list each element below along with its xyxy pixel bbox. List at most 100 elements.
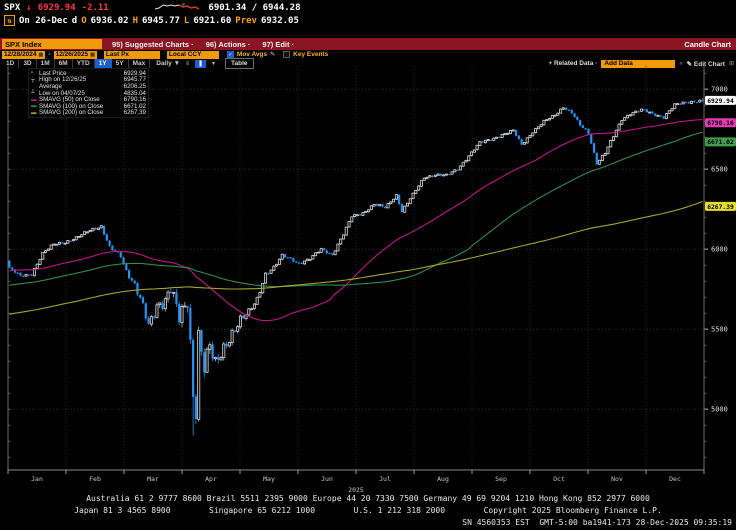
session-freq: d: [71, 15, 78, 26]
chart-area[interactable]: ▫ Last Price 6929.94 ┬ High on 12/26/25 6945.…: [0, 66, 736, 506]
legend-row-1: ┬ High on 12/26/25 6945.77: [31, 76, 146, 84]
grid-icon[interactable]: ⊞: [728, 61, 734, 67]
svg-text:5000: 5000: [711, 406, 728, 414]
period-tab-bar: 1D 3D 1M 6M YTD 1Y 5Y Max Daily ▼ ≡ ❚ ▾ Table +…: [0, 58, 736, 69]
legend-marker: ┬: [31, 76, 35, 83]
legend-value: 6267.39: [123, 109, 146, 117]
mov-avgs-checkbox[interactable]: ✓: [226, 51, 234, 58]
smavg-200-line: [9, 200, 703, 315]
legend-value: 6671.02: [123, 102, 146, 110]
date-to-input[interactable]: 12/26/2025 ▦: [53, 50, 97, 59]
legend-label: Average: [39, 82, 62, 90]
menu-item-2[interactable]: 97) Edit ·: [262, 39, 295, 49]
svg-text:Nov: Nov: [611, 475, 623, 483]
footer-contacts-1: Australia 61 2 9777 8600 Brazil 5511 239…: [86, 494, 650, 503]
edit-chart-button[interactable]: ✎ Edit Chart: [686, 60, 725, 68]
high-value: 6945.77: [141, 15, 180, 26]
ticker: SPX: [4, 3, 21, 13]
market-status-icon: ⇅: [4, 15, 15, 26]
legend-row-0: ▫ Last Price 6929.94: [31, 70, 146, 77]
tab-1d[interactable]: 1D: [2, 59, 20, 68]
chart-type-label: Candle Chart: [684, 39, 731, 49]
down-arrow-icon: ↓: [26, 3, 32, 13]
menu-item-1[interactable]: 96) Actions ·: [205, 39, 251, 49]
key-events-label[interactable]: Key Events: [293, 51, 329, 58]
line-chart-type-icon[interactable]: ≡: [185, 60, 190, 67]
chart-legend[interactable]: ▫ Last Price 6929.94 ┬ High on 12/26/25 6945.…: [28, 68, 149, 119]
tab-1m[interactable]: 1M: [37, 59, 55, 68]
legend-label: Last Price: [39, 69, 67, 77]
menu-list: 95) Suggested Charts · 96) Actions · 97) E…: [112, 40, 294, 49]
low-label: L: [183, 15, 190, 26]
legend-label: SMAVG (50) on Close: [39, 96, 100, 104]
legend-row-6: ▬ SMAVG (200) on Close 6267.39: [31, 109, 146, 117]
legend-marker: ▬: [31, 109, 37, 116]
date-range-dash: -: [48, 51, 51, 58]
legend-value: 6945.77: [123, 76, 146, 84]
function-title-bar: SPX Index 95) Suggested Charts · 96) Acti…: [0, 38, 736, 50]
date-from-value: 12/28/2024: [4, 51, 37, 58]
legend-value: 4835.04: [123, 89, 146, 97]
menu-item-0[interactable]: 95) Suggested Charts ·: [112, 39, 194, 49]
candles: [8, 97, 704, 436]
candle-chart-svg[interactable]: 700065006000550050006929.946790.166671.0…: [0, 66, 736, 506]
open-label: O: [81, 15, 87, 26]
collapse-icon[interactable]: «: [679, 60, 683, 67]
chart-actions-right: + Related Data · Add Data « ✎ Edit Chart…: [548, 59, 734, 68]
svg-text:6500: 6500: [711, 166, 728, 174]
legend-label: Low on 04/07/25: [39, 89, 85, 97]
footer-contacts-2: Japan 81 3 4565 8900 Singapore 65 6212 1…: [74, 506, 662, 515]
svg-text:Mar: Mar: [147, 475, 159, 483]
legend-label: High on 12/26/25: [39, 76, 87, 84]
legend-marker: ┴: [31, 90, 35, 97]
legend-marker: ▬: [31, 103, 37, 110]
related-data-button[interactable]: + Related Data ·: [548, 60, 598, 67]
key-events-checkbox[interactable]: [283, 51, 291, 58]
price-change: -2.11: [81, 3, 109, 13]
legend-label: SMAVG (100) on Close: [39, 102, 104, 110]
calendar-icon[interactable]: ▦: [38, 51, 44, 58]
security-input[interactable]: SPX Index: [2, 39, 102, 49]
year-label: 2025: [348, 486, 364, 494]
quote-row-2: ⇅ On 26-Dec d O 6936.02 H 6945.77 L 6921…: [4, 15, 299, 26]
tab-max[interactable]: Max: [129, 59, 151, 68]
svg-text:6671.02: 6671.02: [707, 139, 734, 146]
candle-chart-type-icon[interactable]: ❚: [195, 59, 207, 68]
tab-6m[interactable]: 6M: [55, 59, 73, 68]
table-button[interactable]: Table: [225, 58, 254, 69]
add-data-input[interactable]: Add Data: [601, 59, 676, 68]
svg-text:Apr: Apr: [205, 475, 217, 483]
tab-5y[interactable]: 5Y: [112, 59, 129, 68]
tab-3d[interactable]: 3D: [19, 59, 37, 68]
tab-1y[interactable]: 1Y: [94, 59, 112, 68]
session-label: On 26-Dec: [19, 15, 68, 26]
svg-text:6790.16: 6790.16: [707, 120, 734, 127]
intraday-sparkline-icon: [133, 0, 203, 25]
svg-text:May: May: [263, 475, 275, 483]
legend-row-5: ▬ SMAVG (100) on Close 6671.02: [31, 103, 146, 110]
date-to-value: 12/26/2025: [55, 51, 89, 58]
frequency-select[interactable]: Daily ▼: [156, 60, 181, 67]
calendar-icon[interactable]: ▦: [90, 51, 95, 58]
svg-text:Oct: Oct: [553, 475, 565, 483]
date-from-input[interactable]: 12/28/2024 ▦: [2, 50, 46, 59]
currency-select[interactable]: Local CCY: [166, 50, 219, 59]
svg-text:Dec: Dec: [669, 475, 681, 483]
legend-value: 6206.25: [123, 82, 146, 90]
price-badges: 6929.94 6790.16 6671.02 6267.39: [705, 95, 736, 211]
price-field-select[interactable]: Last Px: [103, 50, 160, 59]
x-axis-labels: Jan Feb Mar Apr May Jun Jul Aug Sep Oct Nov Dec 2025: [7, 470, 705, 494]
mov-avgs-label[interactable]: Mov Avgs: [236, 51, 268, 58]
legend-value: 6790.16: [123, 96, 146, 104]
svg-text:6267.39: 6267.39: [707, 204, 734, 211]
chart-type-dropdown-icon[interactable]: ▾: [212, 61, 216, 67]
svg-text:Jun: Jun: [321, 475, 333, 483]
edit-pencil-icon[interactable]: ✎: [270, 52, 276, 58]
low-value: 6921.60: [193, 15, 232, 26]
svg-text:Jul: Jul: [379, 475, 391, 483]
svg-text:7000: 7000: [711, 86, 728, 94]
legend-row-3: ┴ Low on 04/07/25 4835.04: [31, 90, 146, 97]
tab-ytd[interactable]: YTD: [73, 59, 95, 68]
legend-row-2: Average 6206.25: [31, 83, 146, 90]
svg-text:Aug: Aug: [437, 475, 449, 483]
